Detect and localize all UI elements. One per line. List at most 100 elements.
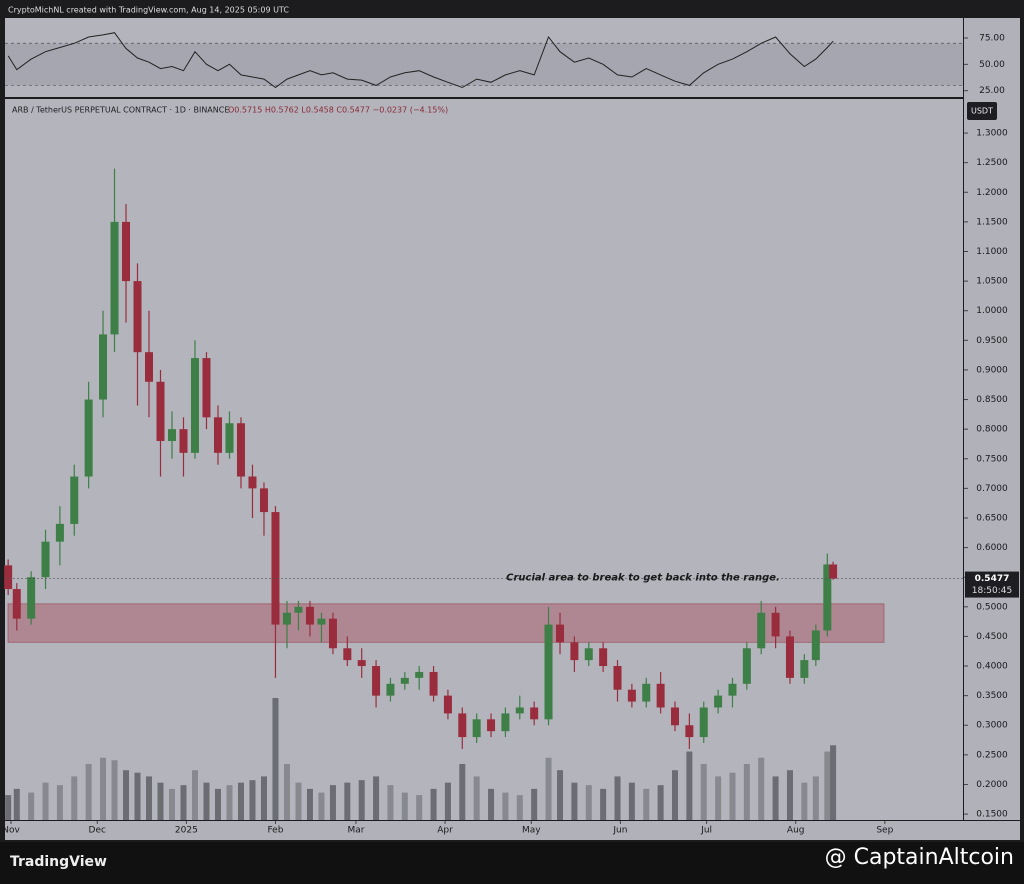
candle-body bbox=[642, 683, 651, 702]
candle-body bbox=[343, 648, 352, 661]
y-tick-label: 0.2500 bbox=[976, 750, 1008, 760]
volume-bar bbox=[42, 782, 49, 820]
candle-body bbox=[728, 683, 737, 696]
volume-bar bbox=[203, 782, 210, 820]
candle-body bbox=[4, 565, 13, 590]
volume-bar bbox=[758, 757, 765, 820]
y-tick-label: 1.1500 bbox=[976, 217, 1008, 227]
rsi-tick-label: 75.00 bbox=[979, 34, 1005, 44]
volume-bar bbox=[812, 776, 819, 820]
candle-body bbox=[70, 476, 79, 524]
volume-bar bbox=[28, 792, 35, 820]
x-tick-label: 2025 bbox=[175, 826, 198, 836]
candle-body bbox=[544, 624, 553, 720]
candle-body bbox=[487, 719, 496, 732]
price-label: 0.5477 bbox=[975, 574, 1010, 584]
footer bbox=[0, 842, 1024, 884]
volume-bar bbox=[283, 763, 290, 820]
volume-bar bbox=[157, 782, 164, 820]
volume-bar bbox=[743, 763, 750, 820]
volume-bar bbox=[329, 785, 336, 820]
candle-body bbox=[372, 666, 381, 696]
volume-bar bbox=[516, 795, 523, 820]
volume-bar bbox=[643, 788, 650, 820]
y-tick-label: 0.4000 bbox=[976, 662, 1008, 672]
y-tick-label: 0.7000 bbox=[976, 484, 1008, 494]
volume-bar bbox=[786, 770, 793, 820]
volume-bar bbox=[387, 785, 394, 820]
volume-bar bbox=[772, 776, 779, 820]
x-tick-label: Feb bbox=[268, 826, 284, 836]
zone bbox=[7, 603, 885, 643]
y-tick-label: 0.5000 bbox=[976, 602, 1008, 612]
candle-body bbox=[829, 564, 838, 579]
currency: USDT bbox=[971, 107, 993, 116]
x-tick-label: May bbox=[522, 826, 541, 836]
candle-body bbox=[236, 423, 245, 477]
volume-bar bbox=[180, 785, 187, 820]
countdown: 18:50:45 bbox=[972, 586, 1012, 596]
volume-bar bbox=[344, 782, 351, 820]
currency-box bbox=[967, 102, 997, 120]
volume-bar bbox=[214, 788, 221, 820]
volume-bar bbox=[358, 780, 365, 820]
volume-bar bbox=[830, 745, 837, 820]
y-tick-label: 0.2000 bbox=[976, 780, 1008, 790]
candle-body bbox=[12, 589, 21, 619]
candle-body bbox=[472, 719, 481, 738]
y-tick-label: 0.4500 bbox=[976, 632, 1008, 642]
volume-bar bbox=[401, 792, 408, 820]
volume-bar bbox=[729, 772, 736, 820]
rsi-tick-label: 25.00 bbox=[979, 86, 1005, 96]
volume-bar bbox=[488, 788, 495, 820]
volume-bar bbox=[600, 788, 607, 820]
candle-body bbox=[271, 512, 280, 625]
candle-body bbox=[627, 689, 636, 702]
candle-body bbox=[556, 624, 565, 643]
volume-bar bbox=[272, 698, 279, 820]
volume-bar bbox=[111, 760, 118, 820]
volume-bar bbox=[318, 792, 325, 820]
candle-body bbox=[685, 725, 694, 738]
volume-bar bbox=[671, 770, 678, 820]
y-tick-label: 1.2000 bbox=[976, 188, 1008, 198]
candle-body bbox=[145, 352, 154, 382]
volume-bar bbox=[531, 788, 538, 820]
candle-body bbox=[501, 713, 510, 732]
candle-body bbox=[771, 612, 780, 637]
candle-body bbox=[458, 713, 467, 738]
candle-body bbox=[515, 707, 524, 714]
volume-bar bbox=[444, 782, 451, 820]
x-tick-label: Apr bbox=[437, 826, 453, 836]
candle-body bbox=[317, 618, 326, 625]
volume-bar bbox=[56, 785, 63, 820]
candle-body bbox=[27, 577, 36, 619]
candle-body bbox=[305, 606, 314, 625]
volume-bar bbox=[657, 785, 664, 820]
volume-bar bbox=[473, 776, 480, 820]
candle-body bbox=[190, 358, 199, 453]
candle-body bbox=[785, 636, 794, 678]
candle-body bbox=[122, 221, 131, 282]
candle-body bbox=[282, 612, 291, 625]
y-tick-label: 0.8000 bbox=[976, 425, 1008, 435]
y-tick-label: 1.3000 bbox=[976, 129, 1008, 139]
candle-body bbox=[133, 281, 142, 353]
volume-bar bbox=[237, 782, 244, 820]
candle-body bbox=[41, 541, 50, 578]
candle-body bbox=[99, 334, 108, 400]
candle-body bbox=[259, 488, 268, 513]
credit: CryptoMichNL created with TradingView.co… bbox=[8, 6, 289, 15]
volume-bar bbox=[295, 782, 302, 820]
candle-body bbox=[599, 648, 608, 667]
candle-body bbox=[84, 399, 93, 477]
candle-body bbox=[55, 523, 64, 542]
band-fill bbox=[5, 43, 963, 86]
volume-bar bbox=[430, 788, 437, 820]
volume-bar bbox=[249, 780, 256, 820]
candle-body bbox=[110, 221, 119, 335]
candle-body bbox=[570, 642, 579, 661]
candle-body bbox=[823, 564, 832, 631]
candle-body bbox=[613, 666, 622, 690]
volume-bar bbox=[5, 795, 12, 820]
